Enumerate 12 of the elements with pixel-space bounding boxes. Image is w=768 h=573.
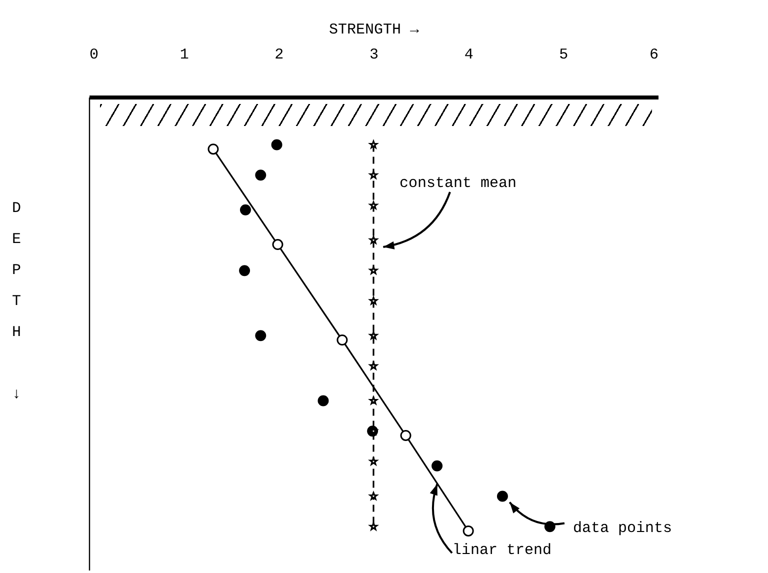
x-tick-label: 6 [649, 46, 658, 64]
y-axis-title: DEPTH ↓ [8, 200, 25, 417]
x-tick-label: 1 [180, 46, 189, 64]
x-tick-label: 3 [369, 46, 379, 64]
x-tick-label: 2 [274, 46, 284, 64]
x-tick-label: 4 [464, 46, 474, 64]
x-tick-label: 5 [559, 46, 568, 64]
x-axis-title: STRENGTH → [328, 22, 420, 38]
annotation: constant mean [399, 174, 517, 192]
annotation: data points [572, 520, 672, 538]
x-tick-label: 0 [90, 46, 99, 64]
text: linar trend [452, 542, 552, 559]
